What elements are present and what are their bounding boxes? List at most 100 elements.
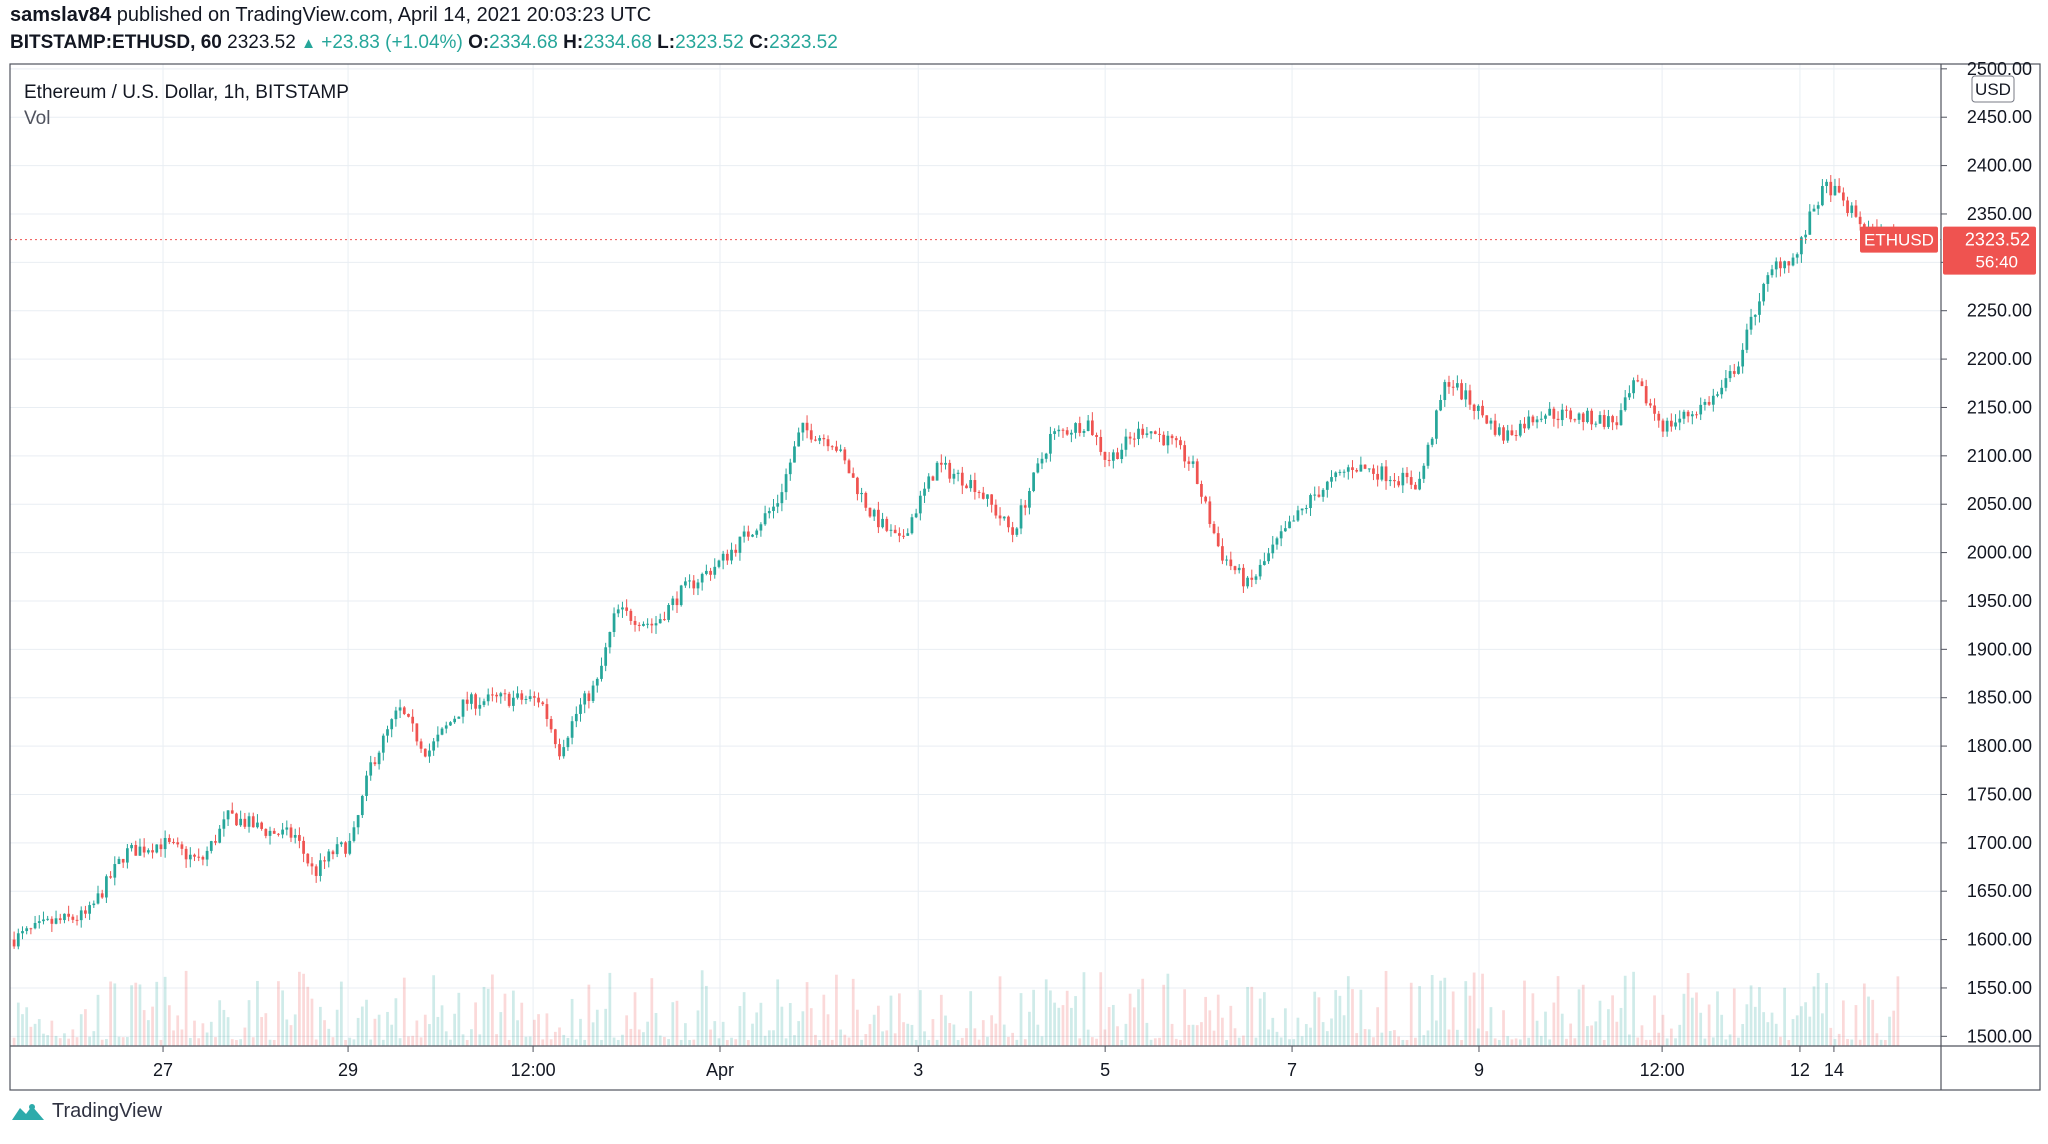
volume-bar — [583, 1039, 587, 1046]
volume-bar — [746, 1040, 750, 1046]
volume-bar — [663, 1036, 666, 1046]
candle-body — [1103, 451, 1107, 460]
candle-body — [1095, 435, 1098, 437]
volume-bar — [1556, 976, 1560, 1046]
candle-body — [956, 472, 960, 474]
volume-bar — [474, 1002, 477, 1046]
volume-bar — [1456, 1029, 1459, 1046]
volume-bar — [1716, 991, 1719, 1046]
candle-body — [1212, 523, 1216, 534]
candle-body — [1174, 438, 1178, 441]
volume-bar — [1317, 997, 1321, 1046]
candle-body — [1250, 577, 1254, 580]
candle-body — [470, 694, 473, 704]
candle-body — [1208, 501, 1212, 524]
candle-body — [1187, 461, 1191, 464]
last-price-text: 2323.52 — [227, 32, 296, 53]
candle-body — [763, 513, 767, 525]
volume-bar — [545, 1013, 549, 1046]
candle-body — [902, 535, 905, 537]
candle-body — [1225, 559, 1228, 561]
volume-bar — [1653, 995, 1656, 1046]
time-axis-label: 12:00 — [511, 1060, 556, 1080]
volume-bar — [763, 1035, 767, 1046]
candle-body — [1535, 419, 1539, 423]
candle-body — [1292, 520, 1296, 522]
candle-body — [1506, 430, 1510, 441]
candle-body — [1149, 431, 1153, 434]
volume-bar — [1577, 989, 1581, 1046]
candle-body — [58, 918, 62, 921]
volume-bar — [465, 1039, 469, 1046]
volume-bar — [885, 1030, 889, 1046]
time-axis-label: 27 — [153, 1060, 173, 1080]
candle-body — [436, 734, 440, 742]
publisher-username[interactable]: samslav84 — [10, 4, 112, 26]
candle-body — [377, 752, 381, 765]
volume-bar — [457, 992, 461, 1046]
candle-body — [138, 846, 142, 856]
candle-body — [948, 462, 952, 479]
volume-bar — [608, 972, 612, 1046]
candle-body — [117, 858, 121, 865]
volume-bar — [1510, 1039, 1514, 1046]
candle-body — [1334, 472, 1338, 478]
candle-body — [84, 910, 87, 914]
candle-body — [155, 844, 159, 853]
candle-body — [1829, 181, 1833, 196]
volume-bar — [1682, 993, 1686, 1046]
candle-body — [663, 619, 666, 621]
candle-body — [268, 830, 272, 836]
price-axis-label: 1950.00 — [1967, 591, 2032, 611]
candle-body — [1548, 408, 1552, 416]
volume-bar — [444, 1031, 448, 1046]
volume-bar — [495, 1034, 498, 1046]
candle-body — [1753, 314, 1757, 317]
volume-bar — [298, 971, 301, 1046]
price-axis-label: 2200.00 — [1967, 349, 2032, 369]
volume-bar — [1783, 987, 1786, 1046]
tradingview-footer[interactable]: TradingView — [10, 1100, 162, 1123]
price-axis[interactable]: 1500.00 1550.00 1600.00 1650.00 1700.00 1750.… — [1941, 59, 2032, 1046]
volume-bar — [1527, 1037, 1531, 1046]
candle-body — [579, 704, 582, 714]
time-axis[interactable]: 27 29 12:00 Apr 3 5 7 9 12:00 12 14 — [153, 1046, 1844, 1080]
candle-body — [1363, 464, 1367, 469]
volume-bar — [1044, 979, 1048, 1046]
candle-body — [1283, 528, 1287, 532]
candle-body — [545, 704, 549, 719]
volume-bar — [16, 1002, 20, 1046]
candle-body — [1137, 428, 1140, 439]
volume-bar — [725, 1039, 729, 1046]
candle-body — [67, 913, 71, 917]
candle-body — [314, 866, 318, 876]
volume-bar — [1812, 986, 1816, 1046]
candle-body — [1275, 538, 1279, 545]
volume-bar — [235, 1039, 238, 1046]
candle-body — [411, 716, 415, 724]
volume-bar — [1183, 989, 1187, 1046]
price-axis-label: 2250.00 — [1967, 301, 2032, 321]
volume-bar — [1153, 1038, 1157, 1046]
volume-bar — [1732, 988, 1736, 1046]
currency-badge[interactable]: USD — [1971, 75, 2015, 103]
volume-bar — [675, 1000, 679, 1046]
candle-body — [1556, 418, 1560, 421]
volume-bar — [1539, 1035, 1543, 1046]
candle-body — [1279, 531, 1283, 539]
symbol-price-tag: ETHUSD — [1860, 226, 1938, 253]
volume-bar — [881, 1031, 884, 1046]
volume-bar — [1187, 1024, 1191, 1046]
candle-body — [1661, 420, 1665, 432]
volume-bar — [54, 1035, 58, 1046]
volume-bar — [1296, 1017, 1300, 1046]
candle-body — [1825, 181, 1828, 187]
volume-bar — [541, 1039, 545, 1046]
candle-body — [449, 722, 452, 726]
candle-body — [1716, 394, 1719, 396]
candle-body — [705, 570, 708, 574]
volume-bar — [562, 1034, 566, 1046]
volume-bar — [1288, 1039, 1291, 1046]
volume-bar — [1011, 1032, 1015, 1046]
